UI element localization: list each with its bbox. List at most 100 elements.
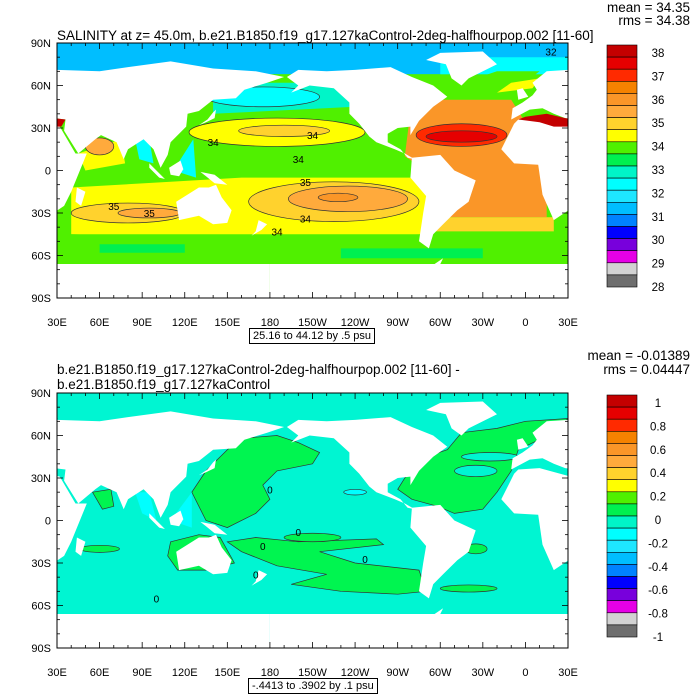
land-nz xyxy=(251,570,268,586)
lat-label: 0 xyxy=(45,166,51,178)
mean-value: mean = 34.35 xyxy=(607,0,690,15)
land-eurasia xyxy=(57,61,285,168)
field-35 xyxy=(238,124,330,137)
colorbar-swatch xyxy=(606,56,638,70)
lon-label: 90W xyxy=(386,667,409,679)
colorbar-label: 36 xyxy=(652,95,665,107)
land-africa xyxy=(57,125,87,211)
land-uk xyxy=(6,88,17,99)
colorbar-label: 33 xyxy=(652,165,665,177)
contour-info-box: 25.16 to 44.12 by .5 psu xyxy=(249,328,376,344)
panel-title: b.e21.B1850.f19_g17.127kaControl-2deg-ha… xyxy=(57,362,460,392)
colorbar-swatch xyxy=(606,394,638,408)
colorbar-swatch xyxy=(606,153,638,167)
colorbar-swatch xyxy=(606,576,638,589)
colorbar-swatch xyxy=(606,467,638,480)
land-antarctica xyxy=(57,614,270,648)
colorbar-swatch xyxy=(606,431,638,444)
colorbar-swatch xyxy=(606,105,638,118)
lon-label: 30E xyxy=(47,667,67,679)
contour-label: 0 xyxy=(296,528,302,539)
land-antarctica xyxy=(57,264,270,298)
colorbar-swatch xyxy=(606,612,638,626)
land-uk xyxy=(516,438,529,450)
lat-label: 30S xyxy=(31,208,51,220)
land-uk xyxy=(6,438,17,449)
field-32 xyxy=(135,139,154,164)
atlantic-35 xyxy=(433,217,554,232)
colorbar-label: 0 xyxy=(655,515,661,527)
panel-title: SALINITY at z= 45.0m, b.e21.B1850.f19_g1… xyxy=(57,28,594,43)
colorbar-label: 31 xyxy=(652,212,665,224)
lon-label: 120E xyxy=(172,317,198,329)
lon-label: 180 xyxy=(261,317,279,329)
field-36 xyxy=(317,192,359,203)
lon-label: 30E xyxy=(558,667,578,679)
colorbar-swatch xyxy=(606,515,638,529)
contour-label: 32 xyxy=(545,48,557,59)
colorbar-swatch xyxy=(606,44,638,58)
colorbar-label: -0.4 xyxy=(648,562,668,574)
lat-label: 90N xyxy=(31,388,51,400)
land-greenland xyxy=(426,51,497,86)
lon-label: 30W xyxy=(472,667,495,679)
colorbar-swatch xyxy=(606,68,638,82)
field-0--0-2 xyxy=(461,452,519,462)
colorbar-swatch xyxy=(606,539,638,553)
land-borneo xyxy=(680,161,694,177)
land-samerica xyxy=(410,504,476,599)
lon-label: 60E xyxy=(90,317,110,329)
atlantic-36 xyxy=(0,100,36,218)
colorbar-swatch xyxy=(606,93,638,106)
field-0-0-2 xyxy=(91,488,115,510)
colorbar-label: 35 xyxy=(652,118,665,130)
colorbar-swatch xyxy=(606,214,638,227)
field-33-34 xyxy=(340,248,483,259)
contour-label: 34 xyxy=(208,138,220,149)
land-africa xyxy=(57,475,87,561)
colorbar-swatch xyxy=(606,479,638,493)
field--0-2 xyxy=(682,492,700,527)
colorbar-label: 0.2 xyxy=(650,492,666,504)
colorbar-label: 32 xyxy=(652,188,665,200)
field-34-35 xyxy=(582,178,700,239)
arctic-cyan xyxy=(0,57,57,74)
contour-label: 0 xyxy=(267,485,273,496)
subpolar-atlantic xyxy=(0,71,29,99)
contour-info-box: -.4413 to .3902 by .1 psu xyxy=(248,678,378,694)
salinity-map: 34 34 34 35 35 34 35 34 32 90N 60N 30N 0 30S 60S 90S 30E… xyxy=(0,38,700,329)
subpolar-atlantic xyxy=(440,71,540,100)
lon-label: 30E xyxy=(47,317,67,329)
lat-label: 0 xyxy=(45,516,51,528)
lat-label: 30N xyxy=(31,123,51,135)
lon-label: 120W xyxy=(341,317,370,329)
lat-label: 60N xyxy=(31,431,51,443)
land-borneo xyxy=(169,160,184,177)
mediterranean xyxy=(57,118,66,127)
contour-label: 0 xyxy=(260,542,266,553)
rms-value: rms = 0.04447 xyxy=(603,362,690,377)
colorbar-swatch xyxy=(606,226,638,239)
lat-label: 60S xyxy=(31,601,51,613)
colorbar-swatch xyxy=(606,274,638,288)
lon-label: 30E xyxy=(558,317,578,329)
colorbar-label: 38 xyxy=(652,48,665,60)
contour-label: 34 xyxy=(293,155,305,166)
colorbar-swatch xyxy=(606,503,638,517)
lon-label: 120E xyxy=(172,667,198,679)
land-africa xyxy=(501,118,568,221)
colorbar-label: 0.4 xyxy=(650,468,667,480)
land-japan xyxy=(198,109,216,126)
land-australia xyxy=(176,534,232,575)
colorbar-swatch xyxy=(606,117,638,130)
land-australia xyxy=(687,185,700,225)
rms-value: rms = 34.38 xyxy=(618,13,690,28)
colorbar-swatch xyxy=(606,129,638,143)
contour-label: 0 xyxy=(253,570,259,581)
colorbar-label: 28 xyxy=(652,282,665,294)
lat-label: 90S xyxy=(31,293,51,305)
lon-label: 90E xyxy=(132,667,152,679)
mediterranean xyxy=(518,113,568,127)
colorbar-swatch xyxy=(606,238,638,252)
field-0-0-2 xyxy=(679,535,700,570)
